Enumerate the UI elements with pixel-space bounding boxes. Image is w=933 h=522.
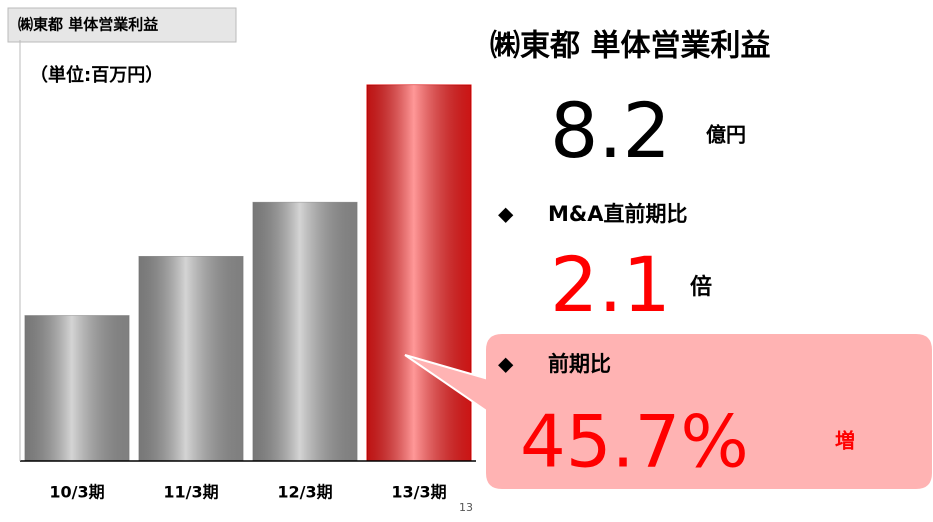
- ratio1-unit: 倍: [690, 274, 712, 300]
- bar-shine: [253, 202, 357, 461]
- chart-label: ㈱東都 単体営業利益: [18, 16, 158, 34]
- ratio2: 45.7%: [520, 400, 749, 484]
- ratio2-unit: 増: [835, 429, 855, 453]
- amount-unit: 億円: [706, 123, 746, 147]
- x-tick-label: 13/3期: [391, 483, 446, 502]
- item2: 前期比: [548, 352, 611, 376]
- label-box: [7, 7, 237, 43]
- bar-shine: [139, 256, 243, 461]
- x-tick-label: 11/3期: [163, 483, 218, 502]
- summary-title: ㈱東都 単体営業利益: [490, 29, 770, 64]
- bars: [24, 84, 472, 462]
- amount: 8.2: [550, 86, 671, 175]
- bar-shine: [25, 315, 129, 461]
- bar-shine: [367, 85, 471, 461]
- item1: M&A直前期比: [548, 202, 687, 226]
- ratio1: 2.1: [550, 240, 671, 329]
- bullet: ◆: [498, 202, 514, 226]
- x-tick-label: 12/3期: [277, 483, 332, 502]
- x-tick-label: 10/3期: [49, 483, 104, 502]
- bullet: ◆: [498, 352, 514, 376]
- unit-label: （単位:百万円）: [30, 64, 163, 86]
- page-number: 13: [459, 501, 473, 514]
